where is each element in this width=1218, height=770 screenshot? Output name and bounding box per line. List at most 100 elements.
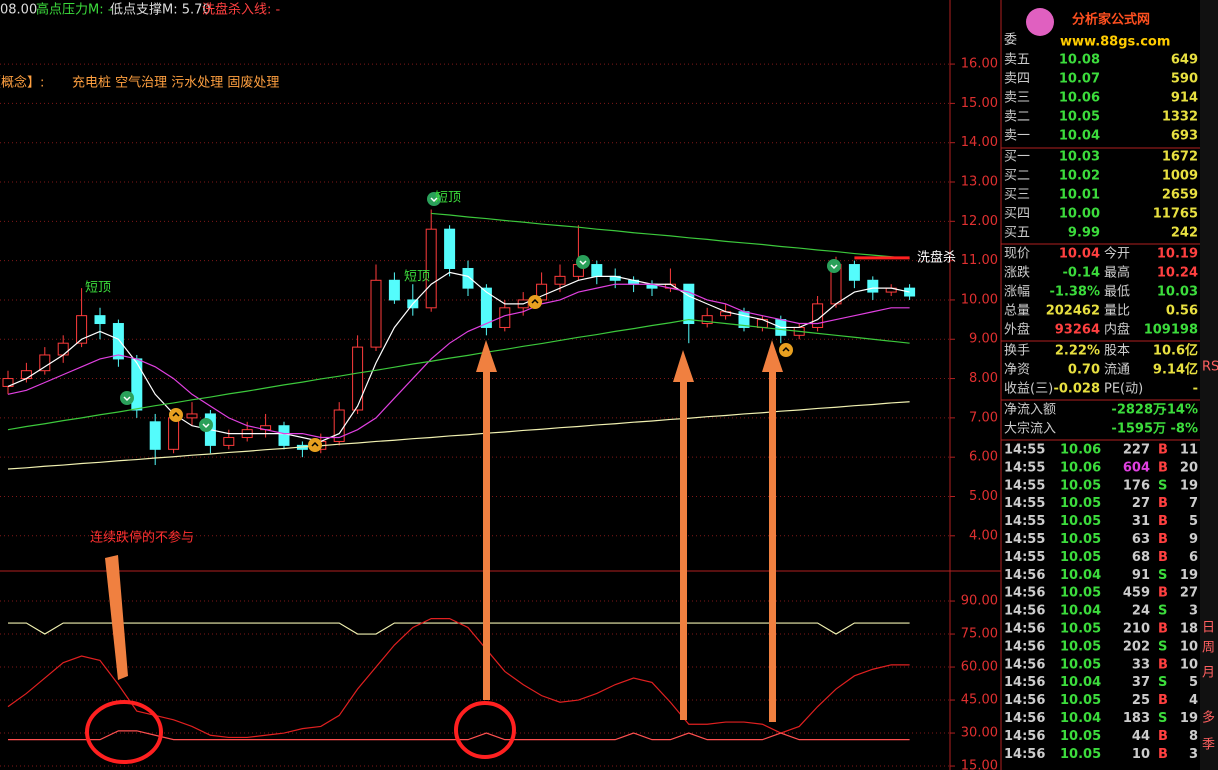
- signal-icon: [779, 343, 793, 357]
- stat-value: 0.70: [1068, 363, 1100, 378]
- y-tick-label: 8.00: [969, 371, 998, 386]
- signal-icon: [528, 295, 542, 309]
- signal-icon: [830, 264, 838, 270]
- signal-icon: [199, 418, 213, 432]
- candle-body: [848, 264, 860, 281]
- signal-icon: [579, 260, 587, 266]
- book-volume: 2659: [1162, 188, 1198, 203]
- annotation: 短顶: [85, 281, 111, 296]
- line: [431, 212, 910, 260]
- tick-price: 10.04: [1060, 568, 1101, 583]
- tick-side: B: [1158, 460, 1168, 475]
- header-washout: 洗盘杀入线: -: [202, 2, 281, 18]
- tick-volume: 37: [1132, 675, 1150, 690]
- book-volume: 693: [1171, 129, 1198, 144]
- tick-count: 19: [1180, 478, 1198, 493]
- tick-side: S: [1158, 639, 1167, 654]
- y-tick-label: 16.00: [961, 57, 998, 72]
- tick-side: B: [1158, 729, 1168, 744]
- tick-volume: 68: [1132, 550, 1150, 565]
- toolbar-item[interactable]: 日: [1202, 621, 1215, 636]
- stat-label: PE(动): [1104, 382, 1143, 397]
- y-tick-label: 15.00: [961, 96, 998, 111]
- candle-body: [388, 279, 400, 301]
- arrow: [476, 340, 497, 700]
- arrows: [105, 340, 783, 722]
- arrow: [762, 340, 783, 722]
- tick-count: 27: [1180, 586, 1198, 601]
- tick-price: 10.05: [1060, 729, 1101, 744]
- book-price: 10.00: [1059, 207, 1100, 222]
- y-tick-label: 6.00: [969, 450, 998, 465]
- candle-body: [701, 315, 713, 325]
- tick-time: 14:56: [1004, 711, 1045, 726]
- toolbar-item[interactable]: RS: [1202, 360, 1218, 375]
- candle-body: [462, 267, 474, 289]
- y-tick-label: 14.00: [961, 135, 998, 150]
- toolbar-item[interactable]: 多: [1202, 710, 1215, 726]
- tick-volume: 202: [1123, 639, 1150, 654]
- stat-label: 流通: [1104, 363, 1130, 378]
- tick-count: 3: [1189, 747, 1198, 762]
- tick-count: 18: [1180, 622, 1198, 637]
- highlight-circle: [85, 700, 163, 764]
- signal-icon: [123, 396, 131, 402]
- tick-time: 14:56: [1004, 675, 1045, 690]
- tick-time: 14:55: [1004, 496, 1045, 511]
- book-label: 买二: [1004, 169, 1030, 184]
- book-volume: 1672: [1162, 150, 1198, 165]
- line: [7, 271, 910, 443]
- toolbar-item[interactable]: 月: [1202, 666, 1215, 681]
- tick-price: 10.04: [1060, 675, 1101, 690]
- book-volume: 649: [1171, 53, 1198, 68]
- tick-volume: 24: [1132, 604, 1150, 619]
- annotation: 短顶: [435, 191, 461, 206]
- tick-side: B: [1158, 550, 1168, 565]
- toolbar: [1200, 0, 1218, 770]
- tick-side: B: [1158, 532, 1168, 547]
- tick-count: 5: [1189, 675, 1198, 690]
- tick-volume: 227: [1123, 443, 1150, 458]
- tick-side: B: [1158, 514, 1168, 529]
- note: 连续跌停的不参与: [90, 530, 194, 546]
- toolbar-item[interactable]: 周: [1202, 641, 1215, 656]
- tick-volume: 91: [1132, 568, 1150, 583]
- toolbar-item[interactable]: 季: [1202, 738, 1215, 753]
- book-price: 10.02: [1059, 169, 1100, 184]
- stat-label: 现价: [1004, 247, 1030, 262]
- tick-time: 14:56: [1004, 693, 1045, 708]
- tick-volume: 604: [1123, 460, 1150, 475]
- stat-label: 换手: [1004, 344, 1030, 359]
- tick-side: S: [1158, 604, 1167, 619]
- stat-value: 10.24: [1157, 266, 1198, 281]
- line: [7, 283, 910, 439]
- stat-value: -: [1193, 382, 1198, 397]
- flow-value: -2828万: [1111, 403, 1166, 418]
- tick-count: 10: [1180, 639, 1198, 654]
- signal-icon: [427, 192, 441, 206]
- signal-icon: [169, 408, 183, 422]
- line: [7, 318, 910, 431]
- tick-count: 20: [1180, 460, 1198, 475]
- concept-label: 【概念】:: [0, 75, 44, 91]
- tick-price: 10.05: [1060, 622, 1101, 637]
- tick-time: 14:56: [1004, 622, 1045, 637]
- y-tick-label: 45.00: [961, 693, 998, 708]
- stat-label: 量比: [1104, 304, 1130, 319]
- tick-count: 6: [1189, 550, 1198, 565]
- tick-price: 10.05: [1060, 639, 1101, 654]
- stat-label: 涨幅: [1004, 285, 1030, 300]
- stat-label: 最低: [1104, 285, 1130, 300]
- tick-side: S: [1158, 478, 1167, 493]
- candle-body: [278, 425, 290, 446]
- signal-icon: [576, 255, 590, 269]
- book-price: 9.99: [1068, 226, 1100, 241]
- candle-body: [480, 287, 492, 328]
- candle-body: [867, 279, 879, 293]
- tick-count: 19: [1180, 711, 1198, 726]
- tick-time: 14:56: [1004, 657, 1045, 672]
- book-price: 10.07: [1059, 72, 1100, 87]
- tick-price: 10.05: [1060, 514, 1101, 529]
- stat-label: 今开: [1104, 246, 1130, 262]
